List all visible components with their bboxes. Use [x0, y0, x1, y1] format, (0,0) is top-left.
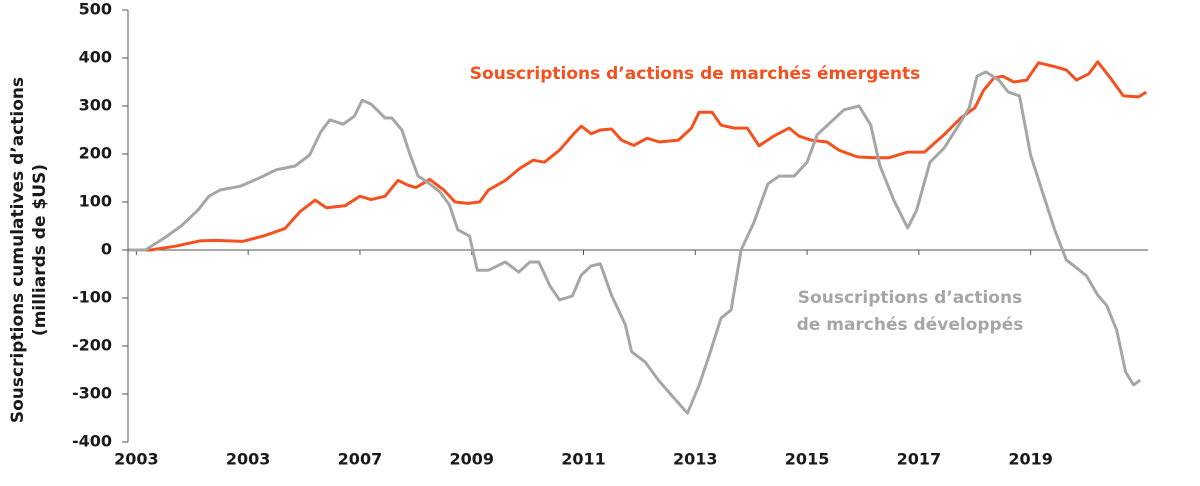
y-tick-label: 500 — [79, 0, 112, 19]
y-tick-label: 300 — [79, 96, 112, 115]
x-tick-label: 2019 — [1008, 450, 1053, 469]
x-tick-label: 2003 — [226, 450, 271, 469]
y-tick-label: -300 — [72, 384, 112, 403]
y-tick-label: -200 — [72, 336, 112, 355]
x-tick-label: 2017 — [897, 450, 942, 469]
x-tick-label: 2007 — [338, 450, 383, 469]
series-label: Souscriptions d’actions — [798, 288, 1022, 308]
y-axis-title: Souscriptions cumulatives d’actions (mil… — [8, 77, 50, 423]
y-tick-label: -100 — [72, 288, 112, 307]
x-tick-label: 2011 — [561, 450, 606, 469]
y-axis-title-line: (milliards de $US) — [30, 164, 50, 336]
y-tick-label: 200 — [79, 144, 112, 163]
y-tick-label: 0 — [101, 240, 112, 259]
y-tick-label: 100 — [79, 192, 112, 211]
series-line — [128, 70, 1142, 415]
y-tick-label: 400 — [79, 48, 112, 67]
series-line — [128, 60, 1148, 252]
x-tick-label: 2003 — [114, 450, 159, 469]
series-label: Souscriptions d’actions de marchés émerg… — [470, 64, 920, 84]
x-tick-label: 2013 — [673, 450, 718, 469]
y-axis-title-line: Souscriptions cumulatives d’actions — [8, 77, 28, 423]
x-tick-label: 2009 — [449, 450, 494, 469]
y-tick-label: -400 — [72, 432, 112, 451]
x-tick-label: 2015 — [785, 450, 830, 469]
series-label: de marchés développés — [797, 315, 1024, 335]
